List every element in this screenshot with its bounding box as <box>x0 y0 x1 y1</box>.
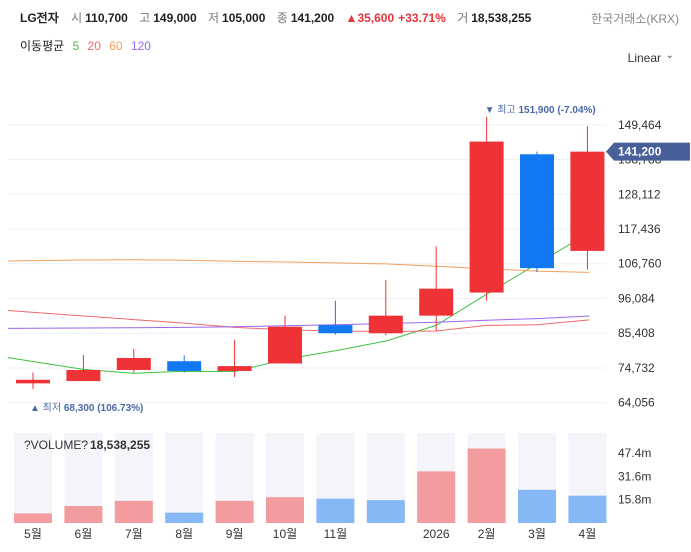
ma-20-line <box>7 310 590 333</box>
volume-bar <box>114 500 153 523</box>
x-tick-label: 11월 <box>324 527 348 541</box>
candle-body <box>167 361 202 371</box>
x-tick-label: 5월 <box>24 527 42 541</box>
ma-legend-120[interactable]: 120 <box>130 39 151 53</box>
scale-dropdown[interactable]: Linear <box>627 51 661 65</box>
volume-title: ?VOLUME? <box>24 438 88 452</box>
x-tick-label: 10월 <box>273 527 297 541</box>
volume-bar <box>467 448 506 523</box>
stock-name: LG전자 <box>20 11 59 25</box>
volume-bar <box>64 506 103 523</box>
high-annotation-value: 151,900 (-7.04%) <box>518 105 595 116</box>
low-annotation-label: ▲ 최저 <box>30 402 64 414</box>
x-tick-label: 7월 <box>125 527 143 541</box>
price-tick-label: 117,436 <box>618 222 661 236</box>
candle-body <box>16 379 50 384</box>
x-tick-label: 4월 <box>579 527 597 541</box>
up-arrow-icon: ▲ <box>345 11 358 25</box>
volume-bar <box>165 512 204 523</box>
x-tick-label: 6월 <box>75 527 93 541</box>
volume-column-bg <box>14 433 52 523</box>
high-annotation: ▼ 최고 151,900 (-7.04%) <box>485 104 596 116</box>
low-annotation-value: 68,300 (106.73%) <box>64 403 144 414</box>
volume-bar <box>266 497 304 523</box>
volume-tick-label: 47.4m <box>618 446 651 460</box>
candle-body <box>368 315 403 334</box>
ma-legend: 이동평균 5 20 60 120 <box>20 37 156 54</box>
volume-bar <box>14 513 52 523</box>
volume-bar <box>518 489 556 523</box>
candle-body <box>66 370 101 382</box>
volume-value: 18,538,255 <box>471 11 532 25</box>
price-tick-label: 149,464 <box>618 118 662 132</box>
change-pct: +33.71% <box>398 11 446 25</box>
current-price-label: 141,200 <box>618 145 662 159</box>
price-header: LG전자 시 110,700 고 149,000 저 105,000 종 141,200… <box>20 9 539 26</box>
low-annotation: ▲ 최저 68,300 (106.73%) <box>30 402 143 414</box>
exchange-label: 한국거래소(KRX) <box>591 12 679 26</box>
volume-tick-label: 15.8m <box>618 493 651 507</box>
price-tick-label: 85,408 <box>618 326 655 340</box>
low-value: 105,000 <box>222 11 266 25</box>
candle-body <box>268 326 302 364</box>
x-tick-label: 9월 <box>226 527 244 541</box>
x-tick-label: 8월 <box>175 527 193 541</box>
high-value: 149,000 <box>153 11 197 25</box>
candle-body <box>318 325 353 334</box>
x-tick-label: 2월 <box>478 527 496 541</box>
ma-legend-20[interactable]: 20 <box>87 39 101 53</box>
volume-bar <box>568 495 607 523</box>
candle-body <box>217 366 252 371</box>
price-tick-label: 128,112 <box>618 187 661 201</box>
candle-body <box>469 141 504 293</box>
volume-bar <box>417 471 456 523</box>
change-value: 35,600 <box>357 11 395 25</box>
ma-legend-label: 이동평균 <box>20 39 65 53</box>
candle-body <box>520 154 554 269</box>
high-label: 고 <box>139 11 151 25</box>
ma-120-line <box>7 315 590 329</box>
x-tick-label: 2026 <box>423 527 450 541</box>
volume-title-value: 18,538,255 <box>90 438 150 452</box>
candle-body <box>116 357 151 371</box>
close-label: 종 <box>276 11 288 25</box>
close-value: 141,200 <box>290 11 335 25</box>
open-value: 110,700 <box>85 11 128 25</box>
candle-body <box>419 288 454 316</box>
current-price-tag <box>606 142 690 161</box>
high-annotation-label: ▼ 최고 <box>485 104 519 116</box>
price-tick-label: 64,056 <box>618 396 655 410</box>
candle-body <box>570 151 605 251</box>
open-label: 시 <box>71 11 83 25</box>
low-label: 저 <box>207 11 220 25</box>
ma-legend-5[interactable]: 5 <box>72 39 80 53</box>
price-tick-label: 96,084 <box>618 291 655 305</box>
x-tick-label: 3월 <box>528 527 546 541</box>
volume-label: 거 <box>457 11 469 25</box>
price-tick-label: 74,732 <box>618 361 655 375</box>
volume-bar <box>316 498 355 523</box>
volume-bar <box>366 500 405 523</box>
chevron-down-icon[interactable]: ⌄ <box>665 50 674 61</box>
price-tick-label: 106,760 <box>618 257 662 271</box>
volume-bar <box>215 500 254 523</box>
ma-legend-60[interactable]: 60 <box>109 39 123 53</box>
volume-tick-label: 31.6m <box>618 469 651 483</box>
volume-column-bg <box>165 433 204 523</box>
